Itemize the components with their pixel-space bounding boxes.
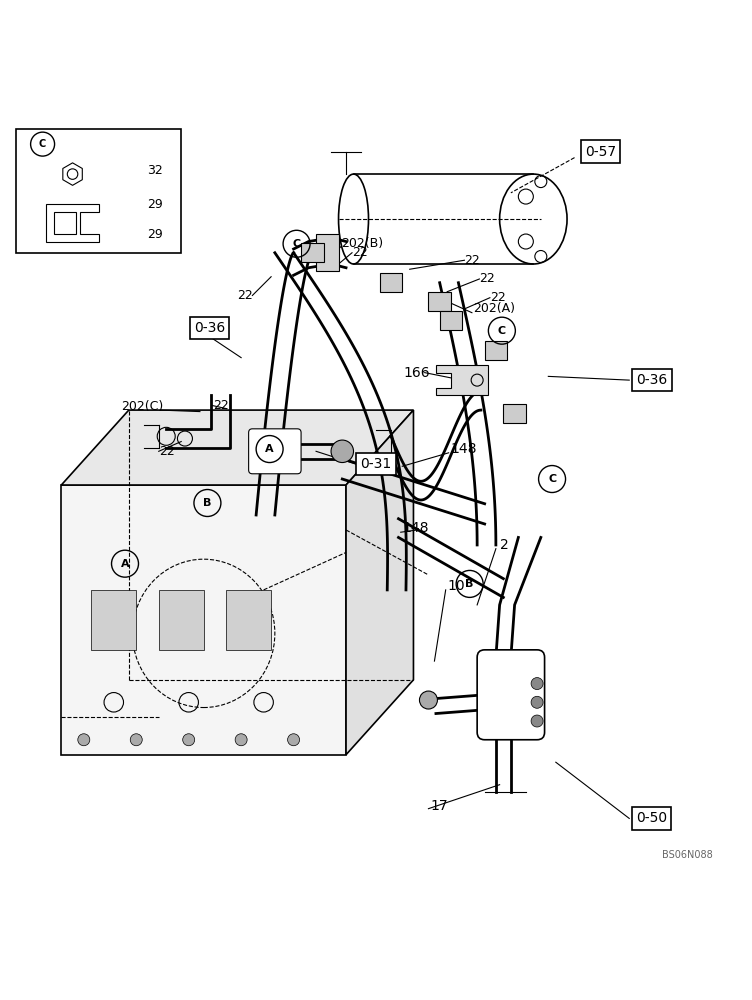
Text: 202(A): 202(A) [474, 302, 515, 315]
Circle shape [420, 691, 438, 709]
Text: A: A [265, 444, 274, 454]
Circle shape [331, 440, 353, 463]
Polygon shape [62, 485, 346, 755]
Text: C: C [293, 239, 301, 249]
Polygon shape [62, 410, 414, 485]
FancyBboxPatch shape [316, 234, 338, 271]
FancyBboxPatch shape [478, 650, 544, 740]
Text: 202(B): 202(B) [341, 237, 383, 250]
Circle shape [77, 734, 89, 746]
FancyBboxPatch shape [249, 429, 301, 474]
Text: 22: 22 [490, 291, 505, 304]
Text: C: C [498, 326, 506, 336]
Text: 2: 2 [499, 538, 508, 552]
Bar [226, 590, 271, 650]
Text: B: B [465, 579, 474, 589]
Circle shape [531, 696, 543, 708]
Bar [301, 243, 323, 262]
Polygon shape [436, 365, 488, 395]
Circle shape [531, 678, 543, 690]
Text: C: C [39, 139, 46, 149]
Circle shape [287, 734, 299, 746]
Polygon shape [346, 410, 414, 755]
Text: 148: 148 [402, 521, 429, 535]
Circle shape [183, 734, 195, 746]
Bar [440, 311, 462, 330]
Text: 22: 22 [159, 445, 174, 458]
Text: 32: 32 [147, 164, 163, 177]
Text: C: C [548, 474, 556, 484]
Text: 0-36: 0-36 [194, 321, 226, 335]
Text: A: A [121, 559, 129, 569]
Bar [159, 590, 204, 650]
Bar [484, 341, 507, 360]
Text: 148: 148 [451, 442, 478, 456]
Text: 29: 29 [147, 198, 163, 211]
Text: 22: 22 [352, 246, 368, 259]
Text: 166: 166 [404, 366, 430, 380]
Text: 0-36: 0-36 [636, 373, 667, 387]
Text: 29: 29 [147, 228, 163, 241]
Text: 17: 17 [431, 799, 448, 813]
Text: 0-31: 0-31 [360, 457, 392, 471]
Text: B: B [203, 498, 211, 508]
Text: 22: 22 [237, 289, 253, 302]
Circle shape [130, 734, 142, 746]
Text: 0-50: 0-50 [636, 811, 667, 825]
Bar [380, 273, 402, 292]
Text: 202(C): 202(C) [121, 400, 163, 413]
Text: BS06N088: BS06N088 [663, 850, 713, 860]
Bar [91, 590, 136, 650]
Text: 22: 22 [479, 272, 495, 285]
FancyBboxPatch shape [17, 129, 181, 253]
Text: 22: 22 [465, 254, 481, 267]
Circle shape [531, 715, 543, 727]
Text: 0-57: 0-57 [585, 145, 617, 159]
Text: 22: 22 [213, 399, 229, 412]
Text: 10: 10 [447, 579, 465, 593]
Bar [503, 404, 526, 423]
Circle shape [235, 734, 247, 746]
Bar [429, 292, 451, 311]
